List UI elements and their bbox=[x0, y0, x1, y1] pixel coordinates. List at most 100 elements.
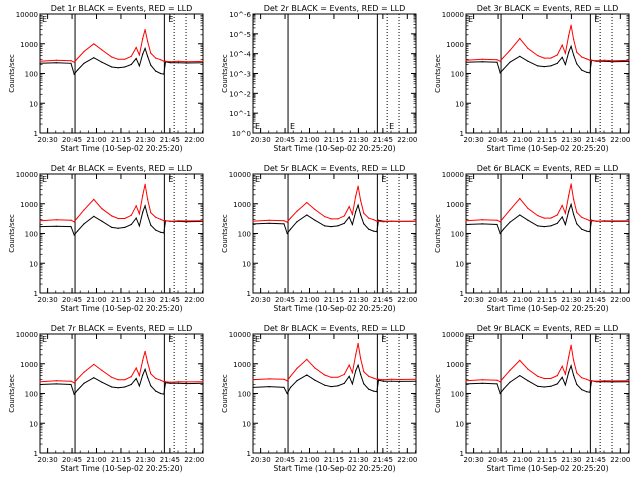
data-point bbox=[286, 380, 288, 382]
data-point bbox=[543, 386, 545, 388]
data-point bbox=[283, 223, 285, 225]
series-line-lld bbox=[39, 29, 204, 63]
data-point bbox=[111, 386, 113, 388]
data-point bbox=[357, 185, 359, 187]
x-tick-label: 21:15 bbox=[537, 136, 557, 144]
x-tick-label: 22:00 bbox=[610, 136, 630, 144]
y-tick-label: 10^-2 bbox=[229, 90, 251, 98]
x-tick-label: 21:15 bbox=[537, 296, 557, 304]
data-point bbox=[595, 220, 598, 222]
data-point bbox=[481, 382, 483, 384]
data-point bbox=[360, 357, 362, 360]
x-tick-label: 21:15 bbox=[537, 456, 557, 464]
data-point bbox=[76, 217, 79, 219]
y-tick-label: 1 bbox=[34, 450, 38, 458]
data-point bbox=[169, 381, 171, 383]
y-tick-label: 10^-4 bbox=[229, 51, 251, 59]
data-point bbox=[296, 367, 298, 369]
series-line-events bbox=[465, 44, 630, 74]
x-axis-label: Start Time (10-Sep-02 20:25:20) bbox=[61, 304, 183, 313]
x-tick-label: 20:45 bbox=[488, 136, 508, 144]
panel-title: Det 7r BLACK = Events, RED = LLD bbox=[51, 324, 193, 333]
data-point bbox=[564, 63, 567, 66]
data-point bbox=[570, 344, 572, 346]
data-point bbox=[286, 392, 288, 395]
data-point bbox=[603, 220, 606, 222]
x-tick-label: 22:00 bbox=[610, 456, 630, 464]
data-point bbox=[330, 226, 332, 228]
data-point bbox=[502, 377, 505, 379]
data-point bbox=[202, 220, 204, 222]
data-point bbox=[150, 52, 152, 54]
data-point bbox=[83, 223, 85, 225]
series-line-lld bbox=[252, 343, 417, 382]
x-tick-label: 21:45 bbox=[373, 296, 393, 304]
data-point bbox=[382, 380, 384, 382]
data-point bbox=[586, 378, 588, 380]
data-point bbox=[556, 54, 558, 56]
data-point bbox=[111, 215, 113, 217]
plot-frame bbox=[39, 13, 204, 134]
y-axis-label: Counts/sec bbox=[221, 54, 229, 93]
data-point bbox=[155, 377, 157, 380]
x-tick-label: 21:45 bbox=[586, 456, 606, 464]
data-point bbox=[573, 38, 575, 41]
data-point bbox=[70, 380, 72, 382]
data-point bbox=[39, 226, 41, 228]
data-point bbox=[465, 61, 467, 63]
data-point bbox=[519, 55, 521, 57]
data-point bbox=[186, 381, 188, 383]
plot-frame bbox=[252, 173, 417, 294]
data-point bbox=[499, 221, 501, 223]
x-tick-label: 21:45 bbox=[160, 296, 180, 304]
y-tick-label: 10 bbox=[455, 420, 464, 428]
data-point bbox=[527, 368, 529, 370]
data-point bbox=[202, 60, 204, 63]
data-point bbox=[163, 381, 165, 383]
data-point bbox=[348, 364, 350, 366]
panel-title: Det 8r BLACK = Events, RED = LLD bbox=[264, 324, 406, 333]
data-point bbox=[537, 385, 539, 387]
x-tick-label: 22:00 bbox=[397, 136, 417, 144]
data-point bbox=[355, 370, 357, 372]
y-tick-label: 10 bbox=[455, 100, 464, 108]
data-point bbox=[330, 376, 332, 378]
data-point bbox=[93, 43, 95, 45]
data-point bbox=[70, 60, 72, 62]
attenuator-marker: E bbox=[42, 335, 47, 344]
data-point bbox=[496, 61, 498, 63]
data-point bbox=[628, 381, 630, 383]
data-point bbox=[155, 216, 157, 218]
data-point bbox=[499, 381, 501, 383]
data-point bbox=[376, 220, 378, 222]
data-point bbox=[324, 216, 326, 218]
data-point bbox=[360, 214, 362, 216]
x-tick-label: 20:30 bbox=[251, 296, 271, 304]
data-point bbox=[55, 219, 57, 221]
x-tick-label: 21:15 bbox=[324, 456, 344, 464]
data-point bbox=[124, 386, 126, 388]
data-point bbox=[144, 350, 146, 352]
data-point bbox=[144, 183, 146, 185]
data-point bbox=[289, 228, 292, 230]
data-point bbox=[142, 211, 144, 213]
data-point bbox=[382, 221, 384, 223]
data-point bbox=[101, 49, 103, 51]
data-point bbox=[573, 213, 575, 215]
y-tick-label: 1000 bbox=[446, 361, 464, 369]
attenuator-marker: E bbox=[389, 122, 394, 131]
x-tick-label: 20:30 bbox=[38, 456, 58, 464]
data-point bbox=[150, 224, 152, 226]
data-point bbox=[586, 230, 588, 232]
x-tick-label: 21:30 bbox=[348, 136, 368, 144]
data-point bbox=[519, 214, 521, 216]
x-tick-label: 21:45 bbox=[373, 456, 393, 464]
data-point bbox=[576, 63, 578, 65]
y-tick-label: 100 bbox=[25, 71, 38, 79]
data-point bbox=[496, 59, 498, 61]
attenuator-marker: E bbox=[290, 122, 295, 131]
data-point bbox=[83, 209, 85, 211]
data-point bbox=[142, 359, 144, 361]
x-tick-label: 21:30 bbox=[348, 296, 368, 304]
x-tick-label: 22:00 bbox=[610, 296, 630, 304]
